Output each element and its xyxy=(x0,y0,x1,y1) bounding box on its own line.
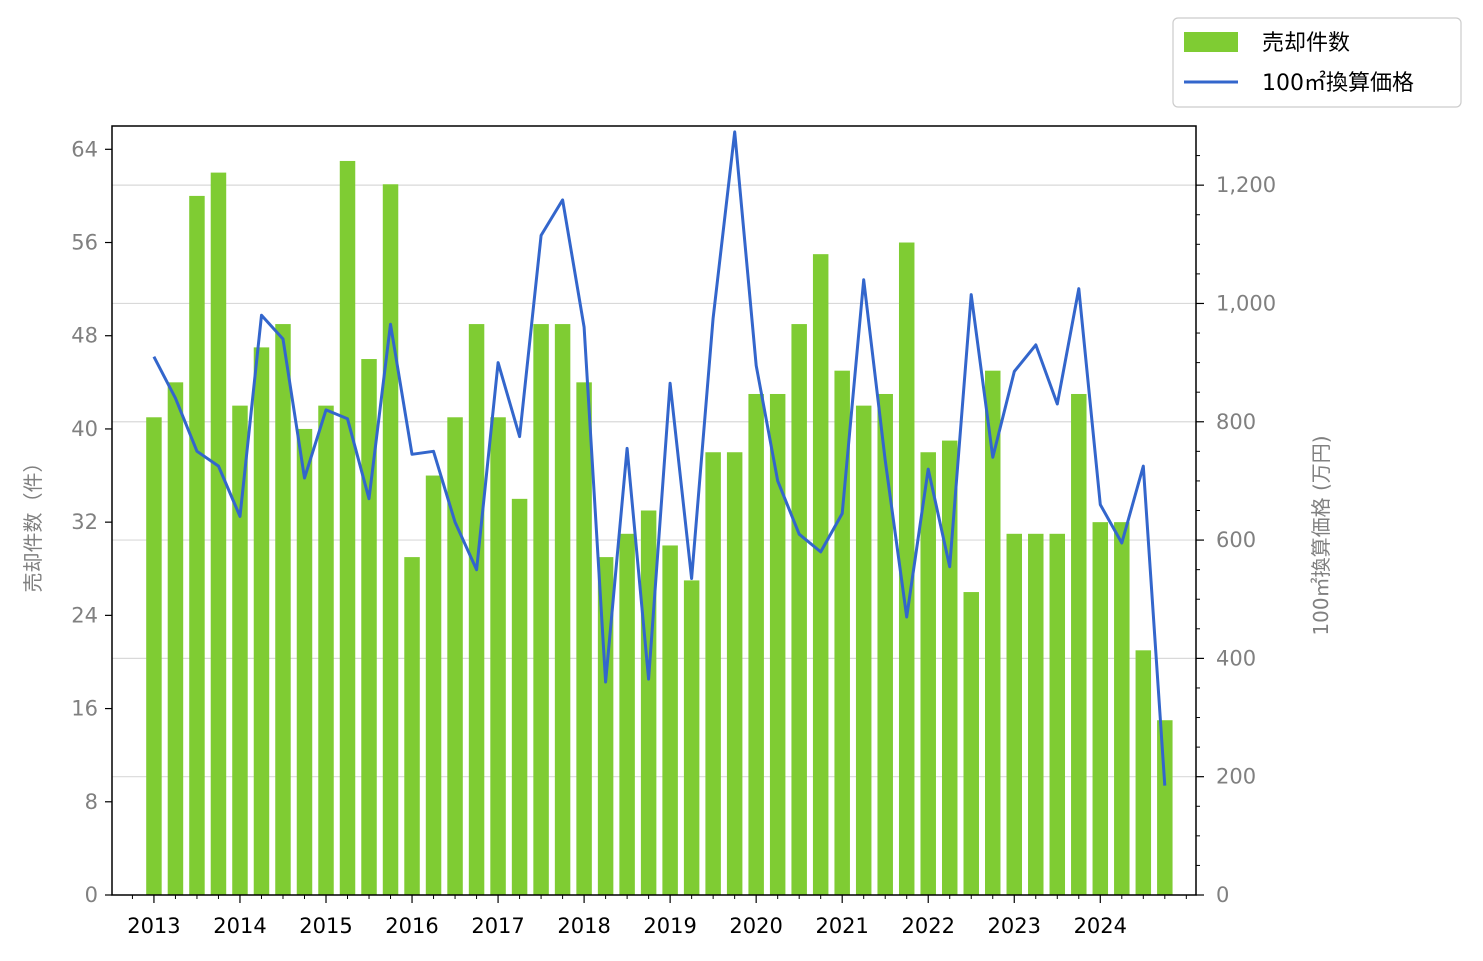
right-tick-label: 0 xyxy=(1216,883,1229,907)
left-tick-label: 0 xyxy=(85,883,98,907)
bar xyxy=(511,498,528,895)
bar xyxy=(1092,522,1109,895)
bar xyxy=(253,347,270,895)
bar xyxy=(791,324,807,895)
bar xyxy=(1028,533,1044,895)
legend-line-label: 100㎡換算価格 xyxy=(1262,70,1414,96)
left-tick-label: 24 xyxy=(71,603,98,627)
bar xyxy=(361,359,377,896)
x-tick-label: 2019 xyxy=(643,914,696,938)
bar-series xyxy=(146,160,1173,896)
x-tick-label: 2018 xyxy=(557,914,610,938)
bar xyxy=(533,324,549,895)
bar xyxy=(748,393,764,895)
bar xyxy=(404,557,420,895)
right-axis-title: 100㎡換算価格 (万円) xyxy=(1309,435,1333,635)
bar xyxy=(576,382,592,895)
left-axis-title: 売却件数（件） xyxy=(21,453,45,593)
x-tick-label: 2020 xyxy=(729,914,782,938)
bar xyxy=(490,417,506,895)
bar xyxy=(662,545,678,895)
legend: 売却件数 100㎡換算価格 xyxy=(1172,17,1462,108)
bar xyxy=(167,382,184,895)
left-tick-label: 8 xyxy=(85,790,98,814)
bar xyxy=(296,428,313,895)
bar xyxy=(339,160,356,896)
bar xyxy=(726,452,743,895)
legend-box xyxy=(1172,17,1462,108)
x-tick-label: 2015 xyxy=(299,914,352,938)
bar xyxy=(619,533,635,895)
legend-bar-swatch xyxy=(1184,32,1238,52)
left-axis: 0 8 16 24 32 40 48 56 64 xyxy=(71,137,112,907)
x-tick-label: 2024 xyxy=(1074,914,1127,938)
bar xyxy=(447,417,463,895)
bar xyxy=(705,452,721,895)
line-series xyxy=(152,130,1167,786)
bar xyxy=(318,405,334,895)
bar xyxy=(812,254,829,895)
bar xyxy=(146,417,162,895)
bar xyxy=(232,405,248,895)
bar xyxy=(1049,533,1066,895)
x-tick-label: 2013 xyxy=(127,914,180,938)
right-tick-label: 1,200 xyxy=(1216,173,1276,197)
bar xyxy=(898,242,915,896)
x-tick-label: 2016 xyxy=(385,914,438,938)
bar xyxy=(640,510,657,895)
bar xyxy=(1006,533,1023,895)
bar xyxy=(1135,650,1152,895)
x-tick-label: 2014 xyxy=(213,914,266,938)
right-axis: 0 200 400 600 800 1,000 1,200 xyxy=(1196,155,1276,907)
x-tick-label: 2022 xyxy=(901,914,954,938)
x-axis: 2013 2014 2015 2016 2017 2018 2019 2020 2021 2022… xyxy=(127,895,1187,938)
bar xyxy=(963,592,979,895)
left-tick-label: 40 xyxy=(71,417,98,441)
x-tick-label: 2023 xyxy=(988,914,1041,938)
bar xyxy=(1114,522,1130,895)
bar xyxy=(468,324,485,895)
bar xyxy=(275,324,291,895)
x-tick-label: 2021 xyxy=(815,914,868,938)
bar xyxy=(554,324,571,895)
left-tick-label: 56 xyxy=(71,231,98,255)
left-tick-label: 32 xyxy=(71,510,98,534)
right-tick-label: 600 xyxy=(1216,528,1256,552)
x-tick-label: 2017 xyxy=(471,914,524,938)
bar xyxy=(855,405,872,895)
right-tick-label: 800 xyxy=(1216,410,1256,434)
left-tick-label: 64 xyxy=(71,137,98,161)
left-tick-label: 16 xyxy=(71,697,98,721)
bar xyxy=(382,184,399,895)
legend-bar-label: 売却件数 xyxy=(1262,31,1350,56)
bar xyxy=(425,475,442,895)
bar xyxy=(985,370,1001,895)
price-line xyxy=(152,130,1167,786)
left-tick-label: 48 xyxy=(71,324,98,348)
bar xyxy=(920,452,936,895)
right-tick-label: 200 xyxy=(1216,765,1256,789)
bar xyxy=(1071,393,1087,895)
bar xyxy=(877,393,893,895)
bar xyxy=(210,172,227,895)
bar xyxy=(834,370,850,895)
bar xyxy=(769,393,786,895)
right-tick-label: 1,000 xyxy=(1216,291,1276,315)
bar xyxy=(189,195,205,896)
right-tick-label: 400 xyxy=(1216,646,1256,670)
bar xyxy=(683,580,700,895)
bar xyxy=(1157,720,1173,895)
